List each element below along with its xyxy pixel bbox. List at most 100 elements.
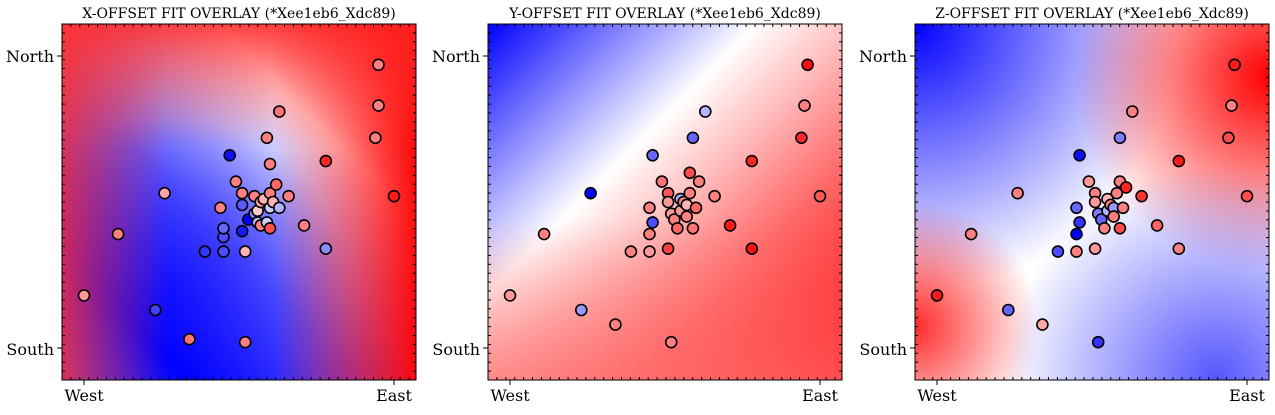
y-offset-point-9 — [643, 201, 656, 215]
x-offset-point-38 — [319, 154, 333, 168]
x-offset-point-39 — [369, 131, 382, 145]
y-offset-point-6 — [643, 245, 656, 258]
y-offset-point-11 — [655, 175, 669, 188]
z-offset-point-32 — [1150, 219, 1164, 232]
z-offset-point-10 — [1073, 149, 1086, 162]
z-offset-point-0 — [930, 289, 944, 302]
x-offset-point-0 — [77, 289, 91, 302]
x-offset-ytick-north: North — [6, 47, 54, 66]
x-offset-point-16 — [238, 335, 252, 349]
y-offset-ytick-north: North — [432, 47, 480, 66]
y-offset-point-33 — [745, 242, 759, 255]
z-offset-point-31 — [1135, 189, 1148, 203]
x-offset-point-13 — [235, 198, 249, 212]
y-offset-point-4 — [609, 318, 622, 331]
x-offset-axes-frame — [61, 23, 417, 381]
z-offset-point-23 — [1107, 210, 1120, 223]
x-offset-point-26 — [260, 131, 274, 145]
z-offset-point-5 — [1051, 245, 1065, 258]
y-offset-point-29 — [692, 175, 706, 188]
y-offset-point-32 — [723, 219, 737, 232]
y-offset-panel: Y-OFFSET FIT OVERLAY (*Xee1eb6_Xdc89) No… — [432, 6, 843, 405]
y-offset-point-23 — [680, 210, 693, 223]
x-offset-point-36 — [297, 219, 311, 232]
x-offset-point-3 — [158, 186, 171, 200]
z-offset-point-28 — [1116, 201, 1130, 215]
y-offset-point-2 — [584, 186, 597, 200]
x-offset-point-35 — [282, 189, 295, 203]
z-offset-point-18 — [1098, 222, 1111, 235]
x-offset-point-4 — [183, 332, 196, 346]
y-offset-point-10 — [646, 149, 659, 162]
x-offset-point-2 — [149, 303, 162, 317]
y-offset-point-35 — [795, 131, 808, 145]
y-offset-point-3 — [575, 303, 588, 317]
y-offset-point-7 — [643, 227, 656, 241]
z-offset-point-8 — [1073, 216, 1086, 229]
z-offset-point-2 — [1011, 186, 1024, 200]
x-offset-point-41 — [372, 58, 385, 72]
z-offset-point-34 — [1172, 154, 1186, 168]
x-offset-point-34 — [273, 105, 286, 118]
y-offset-point-28 — [689, 201, 703, 215]
x-offset-point-1 — [111, 227, 125, 241]
z-offset-point-37 — [1228, 58, 1241, 72]
z-offset-point-27 — [1113, 131, 1127, 145]
z-offset-point-6 — [1070, 245, 1083, 258]
y-offset-xtick-east: East — [802, 386, 838, 405]
z-offset-point-7 — [1070, 227, 1083, 241]
y-offset-point-0 — [503, 289, 517, 302]
x-offset-point-12 — [235, 186, 249, 200]
x-offset-point-29 — [263, 157, 277, 171]
y-offset-point-31 — [708, 189, 721, 203]
z-offset-point-29 — [1119, 181, 1133, 194]
z-offset-point-11 — [1082, 175, 1096, 188]
z-offset-axes-frame — [914, 23, 1270, 381]
x-offset-point-5 — [198, 245, 212, 258]
x-offset-point-30 — [263, 222, 277, 235]
y-offset-point-15 — [661, 195, 675, 209]
x-offset-ytick-south: South — [6, 340, 54, 359]
z-offset-point-15 — [1088, 195, 1102, 209]
x-offset-point-40 — [372, 99, 385, 112]
y-offset-point-14 — [664, 335, 678, 349]
x-offset-point-10 — [223, 149, 236, 162]
z-offset-point-9 — [1070, 201, 1083, 215]
x-offset-xtick-east: East — [376, 386, 412, 405]
x-offset-point-37 — [319, 242, 333, 255]
y-offset-point-30 — [699, 105, 712, 118]
z-offset-point-25 — [1113, 222, 1127, 235]
z-offset-title: Z-OFFSET FIT OVERLAY (*Xee1eb6_Xdc89) — [935, 6, 1249, 22]
y-offset-ytick-south: South — [432, 340, 480, 359]
z-offset-xtick-east: East — [1229, 386, 1265, 405]
x-offset-point-14 — [235, 224, 249, 238]
z-offset-panel: Z-OFFSET FIT OVERLAY (*Xee1eb6_Xdc89) No… — [859, 6, 1270, 405]
z-offset-point-3 — [1002, 303, 1015, 317]
z-offset-point-1 — [964, 227, 978, 241]
z-offset-point-33 — [1172, 242, 1186, 255]
x-offset-point-8 — [217, 222, 230, 235]
x-offset-xtick-west: West — [64, 386, 104, 405]
y-offset-point-24 — [683, 186, 697, 200]
z-offset-ytick-north: North — [859, 47, 907, 66]
x-offset-point-15 — [238, 245, 252, 258]
x-offset-panel: X-OFFSET FIT OVERLAY (*Xee1eb6_Xdc89) No… — [6, 6, 417, 405]
y-offset-title: Y-OFFSET FIT OVERLAY (*Xee1eb6_Xdc89) — [508, 6, 821, 22]
x-offset-title: X-OFFSET FIT OVERLAY (*Xee1eb6_Xdc89) — [82, 6, 395, 22]
y-offset-axes-frame — [487, 23, 843, 381]
y-offset-point-5 — [624, 245, 638, 258]
y-offset-point-13 — [661, 242, 675, 255]
x-offset-point-9 — [214, 201, 227, 215]
x-offset-point-6 — [217, 245, 230, 258]
x-offset-point-42 — [387, 189, 401, 203]
y-offset-point-38 — [813, 189, 827, 203]
y-offset-point-25 — [686, 222, 700, 235]
z-offset-xtick-west: West — [917, 386, 957, 405]
y-offset-point-37 — [801, 58, 814, 72]
z-offset-ytick-south: South — [859, 340, 907, 359]
y-offset-point-1 — [537, 227, 551, 241]
z-offset-point-24 — [1110, 186, 1124, 200]
z-offset-point-13 — [1088, 242, 1102, 255]
